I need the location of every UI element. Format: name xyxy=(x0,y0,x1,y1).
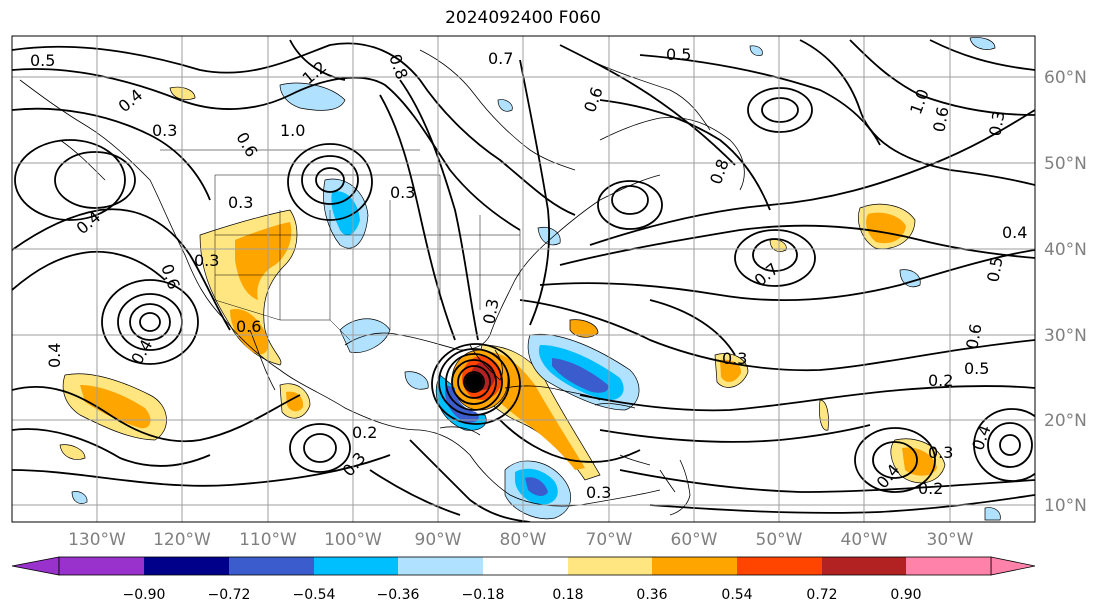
lon-label: 70°W xyxy=(586,530,633,550)
colorbar-segment xyxy=(822,557,906,575)
colorbar-segment xyxy=(483,557,568,575)
lon-label: 90°W xyxy=(415,530,462,550)
lon-label: 80°W xyxy=(500,530,547,550)
contour-label: 0.2 xyxy=(928,371,953,390)
lon-label: 100°W xyxy=(324,530,382,550)
contour-label: 0.3 xyxy=(586,483,611,502)
contour-label: 0.2 xyxy=(352,423,377,442)
colorbar-tick-label: −0.36 xyxy=(377,587,420,603)
coastlines xyxy=(19,49,745,516)
colorbar-segment xyxy=(398,557,483,575)
contour-label: 0.3 xyxy=(390,183,415,202)
storm-center-marker xyxy=(465,373,483,391)
lon-label: 40°W xyxy=(841,530,888,550)
map-frame xyxy=(11,35,1036,523)
lon-label: 120°W xyxy=(153,530,211,550)
colorbar: −0.90 −0.72 −0.54 −0.36 −0.18 0.18 0.36 … xyxy=(11,556,1036,603)
colorbar-segment xyxy=(906,557,991,575)
colorbar-tick-label: 0.54 xyxy=(721,587,752,603)
colorbar-tick-label: 0.90 xyxy=(890,587,921,603)
lat-label: 50°N xyxy=(1044,154,1087,174)
colorbar-tick-label: −0.18 xyxy=(462,587,505,603)
lat-label: 20°N xyxy=(1044,411,1087,431)
lat-label: 60°N xyxy=(1044,68,1087,88)
contour-label: 0.3 xyxy=(928,443,953,462)
lon-label: 50°W xyxy=(756,530,803,550)
contour-label: 0.6 xyxy=(236,317,261,336)
contour-label: 1.0 xyxy=(280,121,305,140)
colorbar-arrow-left xyxy=(11,556,60,576)
state-borders xyxy=(160,149,521,341)
lon-label: 60°W xyxy=(671,530,718,550)
lat-label: 30°N xyxy=(1044,326,1087,346)
contour-label: 0.6 xyxy=(929,105,952,133)
colorbar-tick-label: 0.18 xyxy=(552,587,583,603)
contour-label: 0.3 xyxy=(152,121,177,140)
contour-label: 0.5 xyxy=(666,45,691,64)
contour-label: 0.5 xyxy=(983,255,1006,283)
colorbar-segment xyxy=(652,557,737,575)
colorbar-tick-label: 0.36 xyxy=(636,587,667,603)
contour-lines xyxy=(12,39,1035,522)
contour-label: 0.4 xyxy=(1002,223,1027,242)
colorbar-segment xyxy=(59,557,144,575)
contour-label: 0.7 xyxy=(488,49,513,68)
contour-label: 0.2 xyxy=(918,479,943,498)
contour-label: 0.4 xyxy=(45,343,64,368)
colorbar-ticks: −0.90 −0.72 −0.54 −0.36 −0.18 0.18 0.36 … xyxy=(123,587,922,603)
contour-label: 0.3 xyxy=(479,297,502,325)
lat-label: 40°N xyxy=(1044,240,1087,260)
latitude-labels: 60°N 50°N 40°N 30°N 20°N 10°N xyxy=(1044,68,1087,516)
colorbar-tick-label: −0.54 xyxy=(293,587,336,603)
map-area: 0.5 0.4 0.3 1.2 1.0 0.6 0.8 0.7 0.3 0.4 … xyxy=(12,36,1035,522)
contour-label: 0.3 xyxy=(228,193,253,212)
colorbar-segment xyxy=(737,557,822,575)
map-title: 2024092400 F060 xyxy=(445,8,601,28)
contour-label: 0.3 xyxy=(985,109,1008,137)
contour-label: 0.5 xyxy=(964,359,989,378)
lat-label: 10°N xyxy=(1044,496,1087,516)
longitude-labels: 130°W 120°W 110°W 100°W 90°W 80°W 70°W 6… xyxy=(68,530,974,550)
contour-label: 0.3 xyxy=(722,349,747,368)
lon-label: 110°W xyxy=(239,530,297,550)
graticule xyxy=(12,36,1035,522)
colorbar-tick-label: −0.72 xyxy=(208,587,251,603)
lon-label: 130°W xyxy=(68,530,126,550)
colorbar-segment xyxy=(314,557,398,575)
colorbar-segment xyxy=(229,557,314,575)
colorbar-segment xyxy=(144,557,229,575)
colorbar-segment xyxy=(568,557,652,575)
colorbar-tick-label: 0.72 xyxy=(806,587,837,603)
lon-label: 30°W xyxy=(927,530,974,550)
colorbar-tick-label: −0.90 xyxy=(123,587,166,603)
contour-label: 0.5 xyxy=(30,51,55,70)
colorbar-arrow-right xyxy=(990,556,1036,576)
contour-label: 0.6 xyxy=(962,322,985,350)
contour-label: 0.3 xyxy=(194,251,219,270)
